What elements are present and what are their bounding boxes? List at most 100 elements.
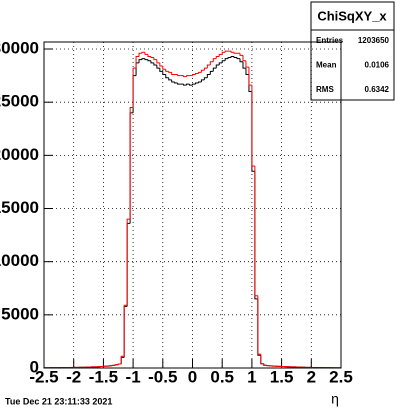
histogram-bin xyxy=(194,82,199,85)
histogram-bin xyxy=(227,57,232,59)
histogram-bin xyxy=(168,71,172,73)
histogram-bin xyxy=(186,75,190,77)
y-tick-label: 15000 xyxy=(0,198,39,217)
histogram-bin xyxy=(126,218,131,306)
histogram-bin xyxy=(233,56,238,59)
x-axis-label: η xyxy=(331,391,339,407)
histogram-bin xyxy=(224,50,229,53)
x-tick-label: -1.5 xyxy=(89,367,118,386)
histogram-bin xyxy=(212,67,217,72)
timestamp: Tue Dec 21 23:11:33 2021 xyxy=(5,396,112,406)
stats-title: ChiSqXY_x xyxy=(317,8,387,23)
histogram-bin xyxy=(200,69,205,73)
stats-label: Entries xyxy=(316,36,344,45)
histogram-bin xyxy=(156,59,160,64)
histogram-bin xyxy=(206,74,211,78)
x-tick-label: 0.5 xyxy=(210,367,234,386)
histogram-bin xyxy=(245,60,249,68)
histogram-bin xyxy=(209,61,214,65)
histogram-bin xyxy=(233,52,238,54)
histogram-bin xyxy=(138,59,143,63)
x-tick-label: -0.5 xyxy=(148,367,177,386)
histogram-bin xyxy=(144,58,148,61)
histogram-bin xyxy=(177,83,181,85)
histogram-bin xyxy=(239,58,243,63)
histogram-bin xyxy=(209,70,214,75)
histogram-bin xyxy=(224,58,229,61)
y-tick-label: 25000 xyxy=(0,92,39,111)
histogram-bin xyxy=(245,68,249,76)
histogram-bin xyxy=(218,62,223,65)
histogram-bin xyxy=(150,60,154,64)
histogram-bin xyxy=(221,60,226,63)
histogram-bin xyxy=(212,58,217,62)
stats-label: RMS xyxy=(316,85,334,94)
histogram-bin xyxy=(189,84,193,86)
histogram-bin xyxy=(203,77,208,80)
histogram-bin xyxy=(138,52,143,57)
histogram-bin xyxy=(114,364,119,366)
histogram-bin xyxy=(215,55,220,59)
y-tick-label: 10000 xyxy=(0,251,39,270)
x-tick-label: 0 xyxy=(188,367,197,386)
histogram-bin xyxy=(215,64,220,69)
histogram-bin xyxy=(147,59,151,62)
histogram-bin xyxy=(221,51,226,55)
y-tick-label: 20000 xyxy=(0,145,39,164)
histogram-bin xyxy=(150,56,154,59)
histogram-bin xyxy=(194,72,199,75)
histogram-bin xyxy=(248,67,252,86)
histogram-bin xyxy=(242,55,246,62)
histogram-bin xyxy=(171,72,175,76)
histogram-bin xyxy=(159,62,163,67)
histogram-bin xyxy=(129,106,134,220)
x-tick-label: 2 xyxy=(307,367,316,386)
plot-frame xyxy=(43,41,342,369)
histogram-bin xyxy=(251,85,255,167)
histogram-bin xyxy=(159,68,163,72)
stats-label: Mean xyxy=(316,61,337,70)
histogram-bin xyxy=(153,62,157,66)
stats-value: 0.0106 xyxy=(365,61,390,70)
histogram-bin xyxy=(263,363,267,366)
histogram-bin xyxy=(141,58,145,60)
histogram-bin xyxy=(239,53,243,56)
x-tick-label: -2 xyxy=(66,367,81,386)
histogram-bin xyxy=(162,71,166,76)
histogram-bin xyxy=(120,355,125,364)
histogram-bin xyxy=(186,83,190,86)
histogram-bin xyxy=(254,165,258,297)
histogram-bin xyxy=(123,304,128,357)
y-tick-label: 5000 xyxy=(1,304,39,323)
x-tick-label: -2.5 xyxy=(29,367,58,386)
histogram-bin xyxy=(192,83,196,86)
histogram-bin xyxy=(230,55,235,58)
x-tick-label: 1.5 xyxy=(270,367,294,386)
histogram-bin xyxy=(168,77,172,81)
histogram-bin xyxy=(183,84,187,86)
histogram-bin xyxy=(242,61,246,69)
x-tick-label: 1 xyxy=(247,367,256,386)
histogram-bin xyxy=(183,75,187,78)
histogram-bin xyxy=(117,363,122,365)
histogram-bin xyxy=(177,74,181,77)
histogram-bin xyxy=(197,81,202,84)
stats-box xyxy=(310,1,395,101)
x-tick-label: -1 xyxy=(126,367,141,386)
histogram-bin xyxy=(135,55,140,69)
histogram-bin xyxy=(162,66,166,70)
histogram-bin xyxy=(156,64,160,69)
y-tick-label: 30000 xyxy=(0,39,39,58)
histogram-bin xyxy=(203,67,208,71)
histogram-bin xyxy=(153,57,157,61)
histogram-bin xyxy=(257,295,261,355)
histogram-bin xyxy=(174,81,178,84)
histogram-bin xyxy=(200,79,205,82)
y-tick-label: 0 xyxy=(30,357,39,376)
stats-value: 1203650 xyxy=(358,36,390,45)
histogram-bin xyxy=(165,69,169,72)
histogram-bin xyxy=(197,71,202,74)
histogram-bin xyxy=(192,74,196,76)
histogram-bin xyxy=(144,52,148,55)
